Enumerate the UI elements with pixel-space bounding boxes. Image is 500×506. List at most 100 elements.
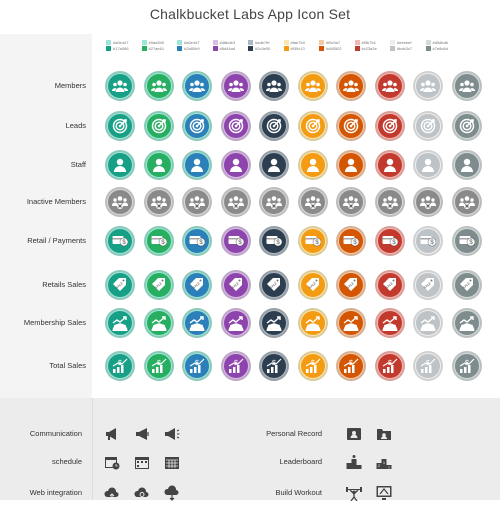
group-icon[interactable] (143, 71, 174, 101)
user-icon[interactable] (374, 150, 405, 180)
icon-disc (300, 354, 325, 378)
group-icon[interactable] (105, 71, 135, 101)
calendar-clock-icon[interactable] (104, 454, 120, 470)
sale-tag-icon[interactable]: SALE (374, 270, 405, 300)
growth-group-icon[interactable] (336, 308, 366, 338)
target-icon[interactable] (297, 111, 328, 141)
payment-card-icon[interactable]: $ (105, 226, 135, 256)
growth-group-icon[interactable] (220, 308, 251, 338)
sale-tag-icon[interactable]: SALE (105, 270, 135, 300)
user-icon[interactable] (413, 150, 443, 180)
payment-card-icon[interactable]: $ (413, 226, 443, 256)
revenue-chart-icon[interactable]: $ (451, 351, 482, 381)
revenue-chart-icon[interactable]: $ (297, 351, 328, 381)
target-icon[interactable] (182, 111, 212, 141)
sale-tag-icon[interactable]: SALE (336, 270, 366, 300)
podium-icon[interactable] (346, 454, 362, 470)
sale-tag-icon[interactable]: SALE (297, 270, 328, 300)
megaphone-loud-icon[interactable] (164, 426, 180, 442)
payment-card-icon[interactable]: $ (220, 226, 251, 256)
revenue-chart-icon[interactable]: $ (143, 351, 174, 381)
calendar-icon[interactable] (134, 454, 150, 470)
growth-group-icon[interactable] (143, 308, 174, 338)
inactive-group-icon[interactable] (374, 187, 405, 217)
group-icon[interactable] (297, 71, 328, 101)
revenue-chart-icon[interactable]: $ (336, 351, 366, 381)
payment-card-icon[interactable]: $ (182, 226, 212, 256)
group-icon[interactable] (259, 71, 289, 101)
growth-group-icon[interactable] (105, 308, 135, 338)
user-icon[interactable] (182, 150, 212, 180)
megaphone-icon[interactable] (104, 426, 120, 442)
user-icon[interactable] (105, 150, 135, 180)
user-icon[interactable] (259, 150, 289, 180)
revenue-chart-icon[interactable]: $ (105, 351, 135, 381)
sale-tag-icon[interactable]: SALE (143, 270, 174, 300)
inactive-group-icon[interactable] (336, 187, 366, 217)
user-icon[interactable] (336, 150, 366, 180)
group-icon[interactable] (413, 71, 443, 101)
inactive-group-icon[interactable] (143, 187, 174, 217)
target-icon[interactable] (259, 111, 289, 141)
revenue-chart-icon[interactable]: $ (374, 351, 405, 381)
user-icon[interactable] (220, 150, 251, 180)
target-icon[interactable] (413, 111, 443, 141)
group-icon[interactable] (374, 71, 405, 101)
payment-card-icon[interactable]: $ (297, 226, 328, 256)
group-icon[interactable] (220, 71, 251, 101)
cloud-download-icon[interactable] (164, 485, 180, 501)
sale-tag-icon[interactable]: SALE (451, 270, 482, 300)
swatch-dark-chip (390, 46, 395, 52)
target-icon[interactable] (336, 111, 366, 141)
target-icon[interactable] (143, 111, 174, 141)
cloud-upload-icon[interactable] (104, 485, 120, 501)
revenue-chart-icon[interactable]: $ (220, 351, 251, 381)
growth-group-icon[interactable] (451, 308, 482, 338)
swatch-light-label: #f5c9a7 (326, 40, 341, 45)
sale-tag-icon[interactable]: SALE (220, 270, 251, 300)
inactive-group-icon[interactable] (413, 187, 443, 217)
payment-card-icon[interactable]: $ (336, 226, 366, 256)
cloud-sync-icon[interactable] (134, 485, 150, 501)
user-icon[interactable] (451, 150, 482, 180)
workout-screen-icon[interactable] (376, 485, 392, 501)
target-icon[interactable] (374, 111, 405, 141)
palette-swatch: #d8bde3 #8d44ad (212, 40, 253, 58)
profile-folder-icon[interactable] (376, 426, 392, 442)
payment-card-icon[interactable]: $ (374, 226, 405, 256)
user-icon[interactable] (143, 150, 174, 180)
icon-disc (223, 311, 248, 335)
profile-card-icon[interactable] (346, 426, 362, 442)
growth-group-icon[interactable] (297, 308, 328, 338)
weightlifter-icon[interactable] (346, 485, 362, 502)
payment-card-icon[interactable]: $ (143, 226, 174, 256)
inactive-group-icon[interactable] (220, 187, 251, 217)
revenue-chart-icon[interactable]: $ (259, 351, 289, 381)
group-icon[interactable] (336, 71, 366, 101)
target-icon[interactable] (105, 111, 135, 141)
revenue-chart-icon[interactable]: $ (413, 351, 443, 381)
inactive-group-icon[interactable] (297, 187, 328, 217)
group-icon[interactable] (451, 71, 482, 101)
megaphone-outline-icon[interactable] (134, 426, 150, 442)
payment-card-icon[interactable]: $ (451, 226, 482, 256)
sale-tag-icon[interactable]: SALE (413, 270, 443, 300)
sale-tag-icon[interactable]: SALE (182, 270, 212, 300)
target-icon[interactable] (220, 111, 251, 141)
inactive-group-icon[interactable] (105, 187, 135, 217)
target-icon[interactable] (451, 111, 482, 141)
growth-group-icon[interactable] (259, 308, 289, 338)
revenue-chart-icon[interactable]: $ (182, 351, 212, 381)
growth-group-icon[interactable] (413, 308, 443, 338)
growth-group-icon[interactable] (182, 308, 212, 338)
growth-group-icon[interactable] (374, 308, 405, 338)
user-icon[interactable] (297, 150, 328, 180)
sale-tag-icon[interactable]: SALE (259, 270, 289, 300)
calendar-grid-icon[interactable] (164, 454, 180, 470)
inactive-group-icon[interactable] (259, 187, 289, 217)
payment-card-icon[interactable]: $ (259, 226, 289, 256)
inactive-group-icon[interactable] (182, 187, 212, 217)
inactive-group-icon[interactable] (451, 187, 482, 217)
group-icon[interactable] (182, 71, 212, 101)
